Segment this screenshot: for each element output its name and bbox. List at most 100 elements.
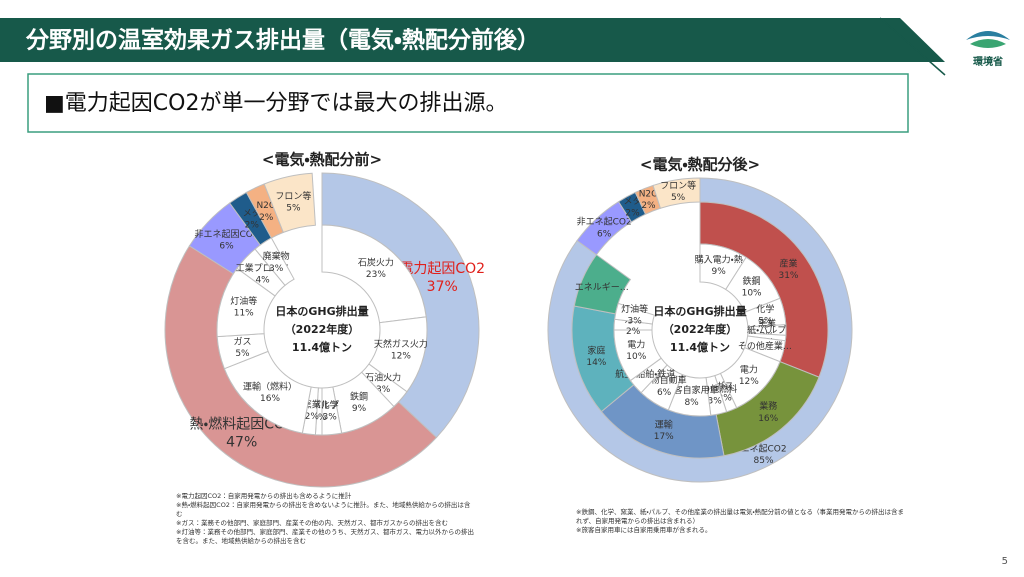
segment-label: メタ bbox=[624, 196, 642, 207]
segment-value-label: 6% bbox=[219, 242, 234, 252]
segment-value-label: 5% bbox=[235, 349, 250, 359]
chart-title: <電気・熱配分前> bbox=[262, 151, 382, 169]
segment-value-label: 3% bbox=[707, 397, 722, 407]
segment-value-label: 14% bbox=[586, 358, 606, 368]
segment-value-label: 3% bbox=[376, 385, 391, 395]
segment-label: 旅客自家用車 bbox=[665, 384, 719, 396]
segment-label: 灯油等 bbox=[621, 303, 648, 315]
center-label: 日本のGHG排出量 bbox=[275, 304, 368, 318]
segment-value-label: 47% bbox=[226, 435, 257, 451]
segment-label: 灯油等 bbox=[230, 295, 257, 307]
header-line bbox=[879, 17, 946, 76]
segment-value-label: 23% bbox=[366, 270, 386, 280]
segment-label: 非エネ起CO2 bbox=[577, 216, 632, 228]
segment-value-label: 12% bbox=[391, 352, 411, 362]
center-label: 11.4億トン bbox=[292, 340, 352, 354]
segment-value-label: 12% bbox=[739, 377, 759, 387]
segment-label: 鉄鋼 bbox=[350, 390, 368, 402]
segment-value-label: 2% bbox=[641, 201, 656, 211]
segment-label: ガス bbox=[233, 336, 251, 347]
segment-label: N2O bbox=[639, 189, 659, 199]
segment-label: N2O bbox=[256, 201, 276, 211]
segment-value-label: 10% bbox=[626, 352, 646, 362]
logo-mark bbox=[966, 31, 1010, 40]
segment-label: 紙・パルプ bbox=[747, 324, 786, 336]
segment-label: 電力 bbox=[627, 338, 645, 350]
center-label: （2022年度） bbox=[285, 322, 360, 336]
note: ※電力起因CO2：自家用発電からの排出も含めるように推計 bbox=[176, 492, 352, 500]
pie-segment bbox=[614, 302, 655, 325]
segment-label: 化学 bbox=[321, 399, 339, 411]
center-label: 日本のGHG排出量 bbox=[653, 304, 746, 318]
segment-label: フロン等 bbox=[660, 179, 696, 191]
header-bar bbox=[0, 18, 945, 62]
segment-value-label: 2% bbox=[245, 221, 260, 231]
chart-title: <電気・熱配分後> bbox=[640, 156, 760, 174]
segment-label: 石炭火力 bbox=[358, 257, 394, 269]
segment-label: エネ起CO2 bbox=[741, 443, 787, 454]
message: ■電力起因CO2が単一分野では最大の排出源。 bbox=[44, 91, 507, 116]
segment-label: エネルギー… bbox=[575, 282, 629, 293]
segment-label: メタ bbox=[243, 208, 261, 219]
segment-value-label: 11% bbox=[234, 309, 254, 319]
logo-text: 環境省 bbox=[973, 55, 1003, 68]
segment-value-label: 6% bbox=[597, 229, 612, 239]
segment-value-label: 3% bbox=[627, 317, 642, 327]
segment-label: 購入電力・熱 bbox=[695, 253, 743, 265]
segment-label: 運輸 bbox=[655, 418, 673, 430]
segment-value-label: 5% bbox=[286, 204, 301, 214]
note: ※灯油等：業務その他部門、家庭部門、産業その他のうち、天然ガス、都市ガス、電力以… bbox=[176, 528, 474, 545]
segment-label: 非エネ起因CO2 bbox=[194, 228, 258, 240]
segment-value-label: 10% bbox=[742, 289, 762, 299]
segment-value-label: 16% bbox=[260, 394, 280, 404]
segment-value-label: 9% bbox=[352, 404, 367, 414]
segment-label: 業務 bbox=[759, 400, 777, 412]
note: ※熱・燃料起因CO2：自家用発電からの排出を含めないように推計。また、地域熱供給… bbox=[176, 501, 471, 518]
segment-value-label: 17% bbox=[654, 432, 674, 442]
segment-value-label: 3% bbox=[269, 264, 284, 274]
segment-value-label: 85% bbox=[754, 456, 774, 466]
note: ※鉄鋼、化学、窯業、紙・パルプ、その他産業の排出量は電気・熱配分前の値となる（事… bbox=[576, 508, 904, 525]
segment-label: ガス bbox=[716, 381, 734, 392]
notes: ※電力起因CO2：自家用発電からの排出も含めるように推計 ※熱・燃料起因CO2：自… bbox=[176, 492, 476, 546]
segment-label: 石油火力 bbox=[365, 372, 401, 384]
segment-value-label: 3% bbox=[323, 412, 338, 422]
segment-label: フロン等 bbox=[275, 190, 311, 202]
segment-label: 電力起因CO2 bbox=[399, 261, 485, 277]
segment-label: 運輸（燃料） bbox=[243, 380, 297, 392]
segment-label: 化学 bbox=[756, 303, 774, 315]
segment-value-label: 5% bbox=[671, 193, 686, 203]
center-label: 11.4億トン bbox=[670, 340, 730, 354]
segment-value-label: 4% bbox=[255, 276, 270, 286]
message-box bbox=[27, 73, 909, 133]
segment-value-label: 2% bbox=[305, 412, 320, 422]
segment-label: 鉄鋼 bbox=[743, 275, 761, 287]
note: ※旅客自家用車には自家用乗用車が含まれる。 bbox=[576, 526, 712, 534]
pie-segment bbox=[263, 172, 316, 234]
segment-value-label: 16% bbox=[758, 414, 778, 424]
segment-label: 家庭 bbox=[587, 344, 605, 356]
segment-label: 廃棄物 bbox=[263, 250, 290, 262]
note: ※ガス：業務その他部門、家庭部門、産業その他の内、天然ガス、都市ガスからの排出を… bbox=[176, 519, 448, 527]
segment-label: 産業 bbox=[779, 258, 797, 270]
segment-value-label: 2% bbox=[625, 209, 640, 219]
segment-value-label: 2% bbox=[626, 327, 641, 337]
segment-label: 天然ガス火力 bbox=[374, 338, 428, 350]
page-number: 5 bbox=[1002, 556, 1008, 567]
segment-value-label: 5% bbox=[758, 317, 773, 327]
segment-value-label: 9% bbox=[712, 267, 727, 277]
notes: ※鉄鋼、化学、窯業、紙・パルプ、その他産業の排出量は電気・熱配分前の値となる（事… bbox=[576, 508, 906, 535]
segment-value-label: 8% bbox=[684, 398, 699, 408]
header-title: 分野別の温室効果ガス排出量（電気・熱配分前後） bbox=[25, 27, 540, 54]
logo-mark bbox=[970, 39, 1006, 48]
segment-value-label: 1% bbox=[312, 413, 327, 423]
segment-label: その他産業… bbox=[738, 340, 792, 352]
segment-value-label: 2% bbox=[718, 394, 733, 404]
pie-segment bbox=[254, 237, 295, 287]
segment-value-label: 6% bbox=[657, 388, 672, 398]
center-label: （2022年度） bbox=[663, 322, 738, 336]
segment-value-label: 31% bbox=[778, 271, 798, 281]
segment-value-label: 37% bbox=[427, 279, 458, 295]
